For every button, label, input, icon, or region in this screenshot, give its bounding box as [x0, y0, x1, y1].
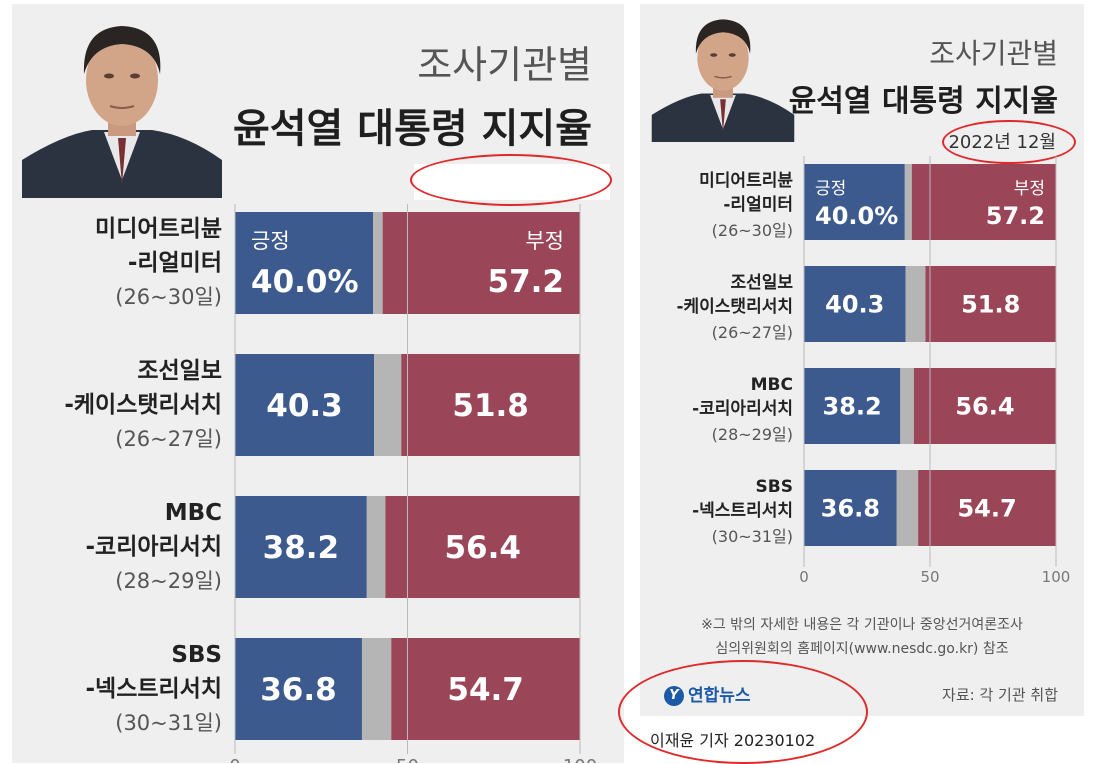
- bar-negative: [911, 164, 1056, 240]
- highlight-oval-credit: [618, 660, 868, 764]
- legend-negative: 부정: [1014, 179, 1045, 199]
- footnote-line-2: 심의위원회의 홈페이지(www.nesdc.go.kr) 참조: [715, 641, 1009, 657]
- x-tick-label: 0: [229, 756, 240, 763]
- value-label-negative: 57.2: [986, 202, 1045, 230]
- chart-subtitle: 조사기관별: [417, 43, 592, 87]
- chart-title: 윤석열 대통령 지지율: [788, 84, 1058, 119]
- category-label: (30~31일): [115, 711, 222, 735]
- category-label: (26~27일): [712, 323, 793, 342]
- category-label: -케이스탯리서치: [676, 297, 793, 317]
- bar-undecided: [374, 354, 402, 456]
- category-label: -리얼미터: [723, 195, 793, 215]
- x-tick-label: 100: [1042, 568, 1071, 586]
- bar-negative: [925, 266, 1056, 342]
- x-tick-label: 50: [920, 568, 939, 586]
- category-label: 미디어트리뷴: [95, 216, 222, 242]
- category-label: SBS: [171, 642, 222, 668]
- bar-negative: [918, 470, 1056, 546]
- value-label-negative: 56.4: [444, 530, 521, 566]
- bar-positive: [804, 266, 906, 342]
- left-chart-panel: 조사기관별 윤석열 대통령 지지율 미디어트리뷴 -리얼미터 (26~30일) 긍정 부…: [12, 4, 624, 763]
- category-label: (28~29일): [712, 425, 793, 444]
- category-label: 조선일보: [137, 358, 222, 384]
- bar-positive: [235, 638, 362, 740]
- bar-positive: [804, 164, 905, 240]
- x-tick-label: 50: [396, 756, 419, 763]
- chart-title: 윤석열 대통령 지지율: [232, 106, 592, 152]
- value-label-positive: 40.0%: [251, 264, 359, 300]
- category-label: -리얼미터: [128, 250, 222, 276]
- data-source: 자료: 각 기관 취합: [942, 686, 1058, 704]
- bar-negative: [385, 496, 580, 598]
- value-label-positive: 40.3: [266, 388, 343, 424]
- value-label-negative: 51.8: [961, 291, 1020, 319]
- value-label-positive: 38.2: [823, 393, 882, 421]
- footnote-line-1: ※그 밖의 자세한 내용은 각 기관이나 중앙선거여론조사: [701, 617, 1023, 633]
- category-label: SBS: [756, 477, 793, 497]
- category-label: -코리아리서치: [692, 399, 793, 419]
- value-label-positive: 36.8: [260, 672, 337, 708]
- x-tick-label: 100: [563, 756, 597, 763]
- value-label-negative: 54.7: [447, 672, 524, 708]
- portrait-photo-icon: [648, 8, 798, 142]
- bar-positive: [804, 368, 901, 444]
- bar-undecided: [361, 638, 392, 740]
- category-label: 미디어트리뷴: [699, 171, 793, 191]
- portrait-photo-icon: [22, 10, 222, 198]
- right-chart-panel: 조사기관별 윤석열 대통령 지지율 2022년 12월 미디어트리뷴 -리얼미터(…: [640, 4, 1084, 716]
- bar-undecided: [366, 496, 386, 598]
- category-label: -넥스트리서치: [692, 501, 793, 521]
- left-bar-chart: 미디어트리뷴 -리얼미터 (26~30일) 긍정 부정 40.0% 57.2 조선일보 -케이스…: [64, 204, 597, 763]
- value-label-positive: 40.3: [825, 291, 884, 319]
- legend-positive: 긍정: [815, 179, 846, 199]
- bar-negative: [382, 212, 580, 314]
- category-label: MBC: [751, 375, 793, 395]
- bar-undecided: [900, 368, 914, 444]
- value-label-positive: 38.2: [263, 530, 340, 566]
- bar-undecided: [896, 470, 919, 546]
- bar-positive: [804, 470, 897, 546]
- highlight-oval-date: [410, 154, 612, 206]
- legend-positive: 긍정: [251, 229, 290, 253]
- highlight-oval-date: [942, 120, 1076, 164]
- category-label: 조선일보: [730, 273, 793, 293]
- category-label: (26~30일): [712, 221, 793, 240]
- category-label: -코리아리서치: [85, 534, 222, 560]
- chart-subtitle: 조사기관별: [929, 37, 1058, 70]
- value-label-negative: 57.2: [488, 264, 565, 300]
- category-label: (26~27일): [115, 427, 222, 451]
- category-label: (28~29일): [115, 569, 222, 593]
- value-label-negative: 51.8: [452, 388, 529, 424]
- x-tick-label: 0: [799, 568, 809, 586]
- bar-positive: [235, 212, 373, 314]
- value-label-negative: 54.7: [957, 495, 1016, 523]
- bar-undecided: [905, 266, 926, 342]
- right-bar-chart: 미디어트리뷴 -리얼미터 (26~30일) 긍정 부정 40.0% 57.2 조선일보 -케이스…: [676, 156, 1071, 586]
- category-label: MBC: [165, 500, 222, 526]
- legend-negative: 부정: [525, 229, 564, 253]
- category-label: -넥스트리서치: [85, 676, 222, 702]
- category-label: -케이스탯리서치: [64, 392, 222, 418]
- category-label: (30~31일): [712, 527, 793, 546]
- bar-negative: [401, 354, 580, 456]
- bar-negative: [913, 368, 1056, 444]
- value-label-positive: 40.0%: [815, 202, 898, 230]
- value-label-positive: 36.8: [821, 495, 880, 523]
- bar-negative: [391, 638, 580, 740]
- bar-undecided: [904, 164, 912, 240]
- bar-positive: [235, 496, 367, 598]
- bar-undecided: [373, 212, 383, 314]
- value-label-negative: 56.4: [955, 393, 1014, 421]
- category-label: (26~30일): [115, 285, 222, 309]
- bar-positive: [235, 354, 375, 456]
